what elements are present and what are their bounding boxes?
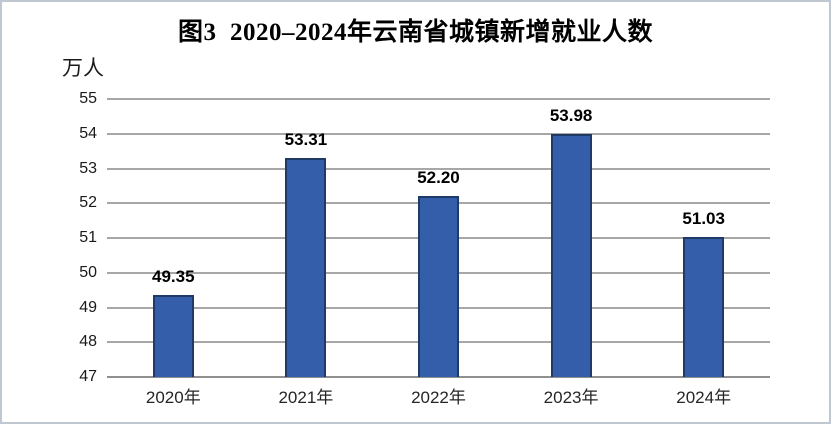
y-tick-label: 55: [79, 90, 97, 107]
y-axis-unit-label: 万人: [62, 56, 104, 80]
y-tick-label: 54: [79, 124, 97, 142]
x-axis-line: [107, 376, 770, 378]
plot-area: 55 54 53 52 51 50 49 48 47 49.35 2020年 53.31 2021年 52…: [79, 90, 770, 407]
bar-2020: [152, 295, 194, 377]
gridline: [107, 132, 770, 135]
bar-2021: [285, 157, 327, 377]
x-tick-label: 2023年: [543, 388, 599, 407]
y-tick-label: 47: [79, 368, 97, 385]
bar-value-label: 53.98: [549, 106, 593, 126]
y-tick-label: 50: [79, 263, 97, 281]
x-tick-label: 2022年: [411, 388, 466, 407]
bar-value-label: 52.20: [417, 168, 460, 188]
y-tick-label: 53: [79, 159, 97, 177]
x-tick-label: 2024年: [676, 388, 732, 407]
y-tick-label: 49: [79, 298, 97, 316]
gridline: [107, 167, 770, 170]
x-tick-label: 2021年: [278, 388, 334, 407]
bar-value-label: 51.03: [682, 208, 725, 228]
y-tick-label: 52: [79, 194, 97, 212]
bar-value-label: 53.31: [284, 129, 328, 149]
gridline: [107, 98, 770, 100]
x-tick-label: 2020年: [145, 388, 201, 407]
y-tick-label: 51: [79, 229, 97, 246]
bar-2022: [418, 196, 459, 377]
bar-value-label: 49.35: [152, 267, 195, 287]
y-tick-label: 48: [79, 333, 97, 351]
bar-2024: [683, 236, 725, 377]
bar-2023: [550, 134, 592, 377]
chart-title: 图3 2020–2024年云南省城镇新增就业人数: [177, 19, 653, 46]
